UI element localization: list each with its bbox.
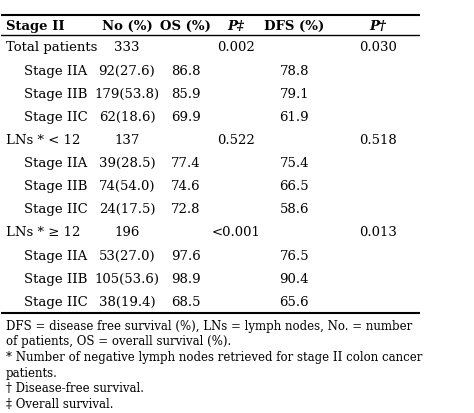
Text: 72.8: 72.8 <box>171 203 201 216</box>
Text: 0.030: 0.030 <box>359 41 397 54</box>
Text: Stage IIA: Stage IIA <box>24 64 88 77</box>
Text: ‡ Overall survival.: ‡ Overall survival. <box>6 397 113 410</box>
Text: 98.9: 98.9 <box>171 272 201 285</box>
Text: Stage II: Stage II <box>6 19 64 33</box>
Text: 39(28.5): 39(28.5) <box>99 157 155 170</box>
Text: LNs * < 12: LNs * < 12 <box>6 133 80 147</box>
Text: 69.9: 69.9 <box>171 111 201 123</box>
Text: Total patients: Total patients <box>6 41 97 54</box>
Text: P†: P† <box>370 19 386 33</box>
Text: DFS (%): DFS (%) <box>264 19 325 33</box>
Text: 74(54.0): 74(54.0) <box>99 180 155 193</box>
Text: Stage IIC: Stage IIC <box>24 203 88 216</box>
Text: 0.518: 0.518 <box>359 133 397 147</box>
Text: 137: 137 <box>114 133 140 147</box>
Text: 179(53.8): 179(53.8) <box>94 88 160 100</box>
Text: 196: 196 <box>114 226 140 239</box>
Text: patients.: patients. <box>6 366 57 379</box>
Text: 65.6: 65.6 <box>280 295 309 308</box>
Text: 0.522: 0.522 <box>217 133 255 147</box>
Text: 77.4: 77.4 <box>171 157 201 170</box>
Text: 79.1: 79.1 <box>280 88 309 100</box>
Text: 0.013: 0.013 <box>359 226 397 239</box>
Text: 38(19.4): 38(19.4) <box>99 295 155 308</box>
Text: 24(17.5): 24(17.5) <box>99 203 155 216</box>
Text: LNs * ≥ 12: LNs * ≥ 12 <box>6 226 80 239</box>
Text: 86.8: 86.8 <box>171 64 201 77</box>
Text: * Number of negative lymph nodes retrieved for stage II colon cancer: * Number of negative lymph nodes retriev… <box>6 350 422 363</box>
Text: <0.001: <0.001 <box>211 226 260 239</box>
Text: No (%): No (%) <box>101 19 152 33</box>
Text: Stage IIB: Stage IIB <box>24 272 88 285</box>
Text: 74.6: 74.6 <box>171 180 201 193</box>
Text: 76.5: 76.5 <box>280 249 309 262</box>
Text: Stage IIC: Stage IIC <box>24 111 88 123</box>
Text: of patients, OS = overall survival (%).: of patients, OS = overall survival (%). <box>6 335 231 347</box>
Text: 333: 333 <box>114 41 140 54</box>
Text: 85.9: 85.9 <box>171 88 201 100</box>
Text: Stage IIA: Stage IIA <box>24 157 88 170</box>
Text: 68.5: 68.5 <box>171 295 201 308</box>
Text: 97.6: 97.6 <box>171 249 201 262</box>
Text: 0.002: 0.002 <box>217 41 255 54</box>
Text: 66.5: 66.5 <box>280 180 309 193</box>
Text: P‡: P‡ <box>228 19 244 33</box>
Text: 61.9: 61.9 <box>280 111 309 123</box>
Text: 62(18.6): 62(18.6) <box>99 111 155 123</box>
Text: Stage IIC: Stage IIC <box>24 295 88 308</box>
Text: DFS = disease free survival (%), LNs = lymph nodes, No. = number: DFS = disease free survival (%), LNs = l… <box>6 319 412 332</box>
Text: 53(27.0): 53(27.0) <box>99 249 155 262</box>
Text: 105(53.6): 105(53.6) <box>94 272 159 285</box>
Text: 92(27.6): 92(27.6) <box>99 64 155 77</box>
Text: 58.6: 58.6 <box>280 203 309 216</box>
Text: † Disease-free survival.: † Disease-free survival. <box>6 381 144 394</box>
Text: 78.8: 78.8 <box>280 64 309 77</box>
Text: 90.4: 90.4 <box>280 272 309 285</box>
Text: Stage IIB: Stage IIB <box>24 88 88 100</box>
Text: Stage IIA: Stage IIA <box>24 249 88 262</box>
Text: OS (%): OS (%) <box>160 19 211 33</box>
Text: Stage IIB: Stage IIB <box>24 180 88 193</box>
Text: 75.4: 75.4 <box>280 157 309 170</box>
